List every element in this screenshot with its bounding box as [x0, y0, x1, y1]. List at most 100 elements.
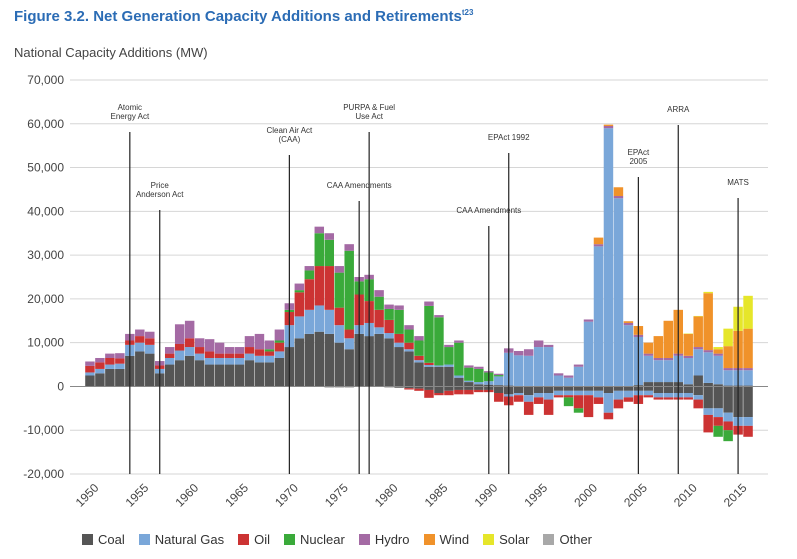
bar-segment: [693, 395, 703, 400]
bar-segment: [603, 125, 614, 129]
bar-segment: [653, 397, 664, 400]
x-tick-label: 1960: [172, 481, 201, 510]
annotation-label: Anderson Act: [136, 190, 184, 199]
bar-segment: [145, 344, 155, 354]
bar-segment: [404, 342, 414, 350]
bar-segment: [85, 361, 95, 366]
bar-segment: [194, 360, 205, 387]
bar-segment: [543, 344, 554, 348]
bar-segment: [653, 360, 664, 383]
bar-segment: [683, 333, 693, 356]
x-tick-label: 1965: [222, 481, 251, 510]
bar-segment: [444, 364, 454, 367]
bar-segment: [523, 349, 534, 356]
bar-segment: [374, 290, 384, 297]
bar-segment: [603, 128, 614, 387]
bar-segment: [523, 386, 534, 396]
bar-segment: [464, 389, 474, 395]
y-axis-label: National Capacity Additions (MW): [14, 45, 208, 60]
bar-segment: [683, 397, 693, 400]
bar-segment: [204, 339, 215, 352]
bar-segment: [494, 376, 504, 386]
bar-segment: [404, 329, 414, 343]
bar-segment: [224, 347, 235, 354]
bar-segment: [304, 279, 315, 310]
bar-segment: [653, 393, 664, 398]
bar-segment: [723, 386, 733, 413]
bar-segment: [404, 351, 414, 387]
bar-segment: [314, 226, 325, 234]
bar-segment: [623, 322, 634, 326]
bar-segment: [184, 320, 195, 339]
bar-segment: [424, 305, 434, 363]
bar-segment: [324, 266, 334, 310]
bar-segment: [603, 393, 614, 413]
bar-segment: [474, 382, 484, 385]
annotation-label: 2005: [629, 157, 647, 166]
bar-segment: [643, 382, 654, 387]
bar-segment: [224, 357, 235, 365]
bar-segment: [663, 393, 674, 398]
bar-segment: [713, 425, 723, 437]
bar-segment: [513, 393, 524, 396]
bar-segment: [643, 342, 654, 354]
bar-segment: [553, 395, 564, 398]
bar-segment: [593, 397, 604, 404]
bar-segment: [523, 355, 534, 387]
bar-segment: [414, 386, 424, 389]
legend-swatch: [82, 534, 93, 545]
bar-segment: [603, 412, 614, 420]
legend-swatch: [284, 534, 296, 545]
bar-segment: [573, 386, 584, 391]
bar-segment: [583, 390, 594, 396]
bar-segment: [324, 333, 334, 387]
bar-segment: [384, 308, 394, 320]
bar-segment: [274, 357, 285, 387]
y-tick-label: 60,000: [27, 117, 64, 131]
bar-segment: [573, 395, 584, 409]
bar-segment: [643, 390, 654, 396]
bar-segment: [464, 367, 474, 381]
bar-segment: [583, 395, 594, 418]
bar-segment: [454, 340, 464, 343]
bar-segment: [374, 296, 384, 310]
bar-segment: [314, 233, 325, 267]
bar-segment: [414, 388, 424, 391]
bar-segment: [204, 357, 215, 365]
capacity-chart: -20,000 -10,000 0 10,000 20,000 30,000 40,000 5…: [23, 73, 768, 510]
bar-segment: [434, 365, 444, 367]
legend-label: Other: [559, 532, 592, 547]
bar-segment: [743, 295, 753, 329]
bar-segment: [533, 347, 544, 387]
bar-segment: [254, 349, 265, 356]
y-tick-label: 0: [57, 379, 64, 393]
bar-segment: [404, 325, 414, 330]
bar-segment: [494, 393, 504, 402]
legend-swatch: [483, 534, 495, 545]
bar-segment: [95, 368, 105, 374]
bar-segment: [494, 375, 504, 377]
bar-segment: [164, 364, 175, 387]
bar-segment: [474, 368, 484, 383]
bar-segment: [444, 366, 454, 387]
bar-segment: [543, 393, 554, 400]
bar-segment: [234, 357, 245, 365]
bar-segment: [424, 362, 434, 365]
x-tick-label: 1980: [372, 481, 401, 510]
bar-segment: [513, 395, 524, 402]
bar-segment: [743, 425, 753, 437]
annotation-label: MATS: [727, 178, 749, 187]
bar-segment: [613, 390, 624, 400]
bar-segment: [95, 357, 105, 363]
bar-segment: [593, 244, 604, 247]
bar-segment: [414, 336, 424, 341]
annotation-label: EPAct: [628, 148, 650, 157]
bar-segment: [474, 386, 484, 390]
bar-segment: [244, 353, 255, 361]
bar-segment: [274, 351, 285, 358]
bar-segment: [444, 390, 454, 396]
y-tick-label: 50,000: [27, 161, 64, 175]
annotation-label: EPAct 1992: [488, 133, 530, 142]
bar-segment: [663, 382, 674, 387]
bar-segment: [384, 333, 394, 339]
